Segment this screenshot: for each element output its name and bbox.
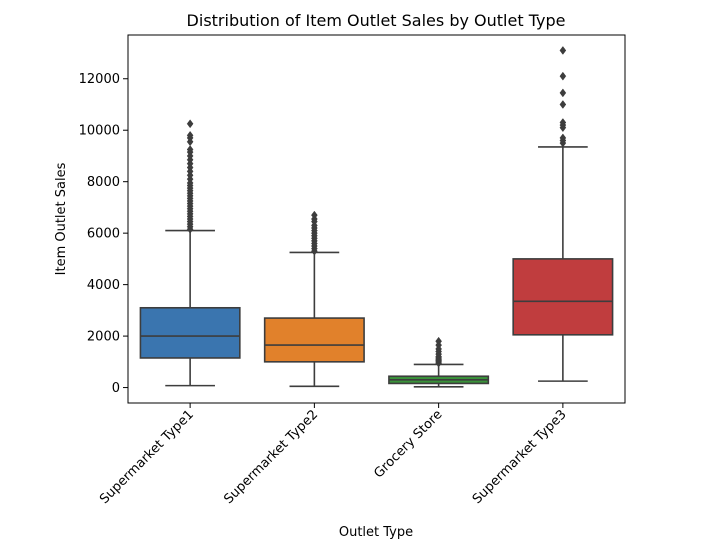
y-axis: 0 2000 4000 6000 8000 10000 12000 — [79, 72, 128, 396]
box-1 — [263, 210, 365, 388]
box-iqr — [139, 306, 241, 359]
y-axis-label: Item Outlet Sales — [54, 162, 69, 275]
outlier-point — [186, 145, 194, 154]
outlier-point — [559, 46, 567, 55]
outlier-point — [559, 100, 567, 109]
plot-area — [139, 46, 614, 388]
box-0 — [139, 119, 241, 387]
x-tick-label: Supermarket Type3 — [470, 407, 570, 507]
x-tick-label: Grocery Store — [371, 407, 445, 481]
y-tick-label: 8000 — [87, 175, 120, 190]
box-3 — [512, 46, 614, 382]
chart-title: Distribution of Item Outlet Sales by Out… — [187, 11, 566, 30]
outlier-point — [559, 118, 567, 127]
box-iqr — [512, 258, 614, 336]
y-tick-label: 2000 — [87, 330, 120, 345]
y-tick-label: 12000 — [79, 72, 120, 87]
box-iqr — [263, 317, 365, 363]
x-axis-label: Outlet Type — [339, 525, 413, 540]
y-tick-label: 10000 — [79, 124, 120, 139]
outlier-point — [559, 133, 567, 143]
outlier-point — [186, 119, 194, 129]
x-tick-label: Supermarket Type1 — [97, 407, 197, 507]
y-tick-label: 0 — [112, 381, 120, 396]
box-2 — [388, 336, 490, 388]
outlier-point — [311, 210, 318, 220]
outlier-point — [435, 336, 442, 346]
y-tick-label: 6000 — [87, 227, 120, 242]
outlier-point — [559, 88, 567, 98]
x-tick-label: Supermarket Type2 — [221, 407, 321, 507]
outlier-point — [186, 130, 194, 140]
plot-frame — [127, 34, 626, 404]
x-axis: Supermarket Type1 Supermarket Type2 Grocer… — [97, 403, 570, 507]
y-tick-label: 4000 — [87, 278, 120, 293]
outlier-point — [559, 71, 567, 81]
